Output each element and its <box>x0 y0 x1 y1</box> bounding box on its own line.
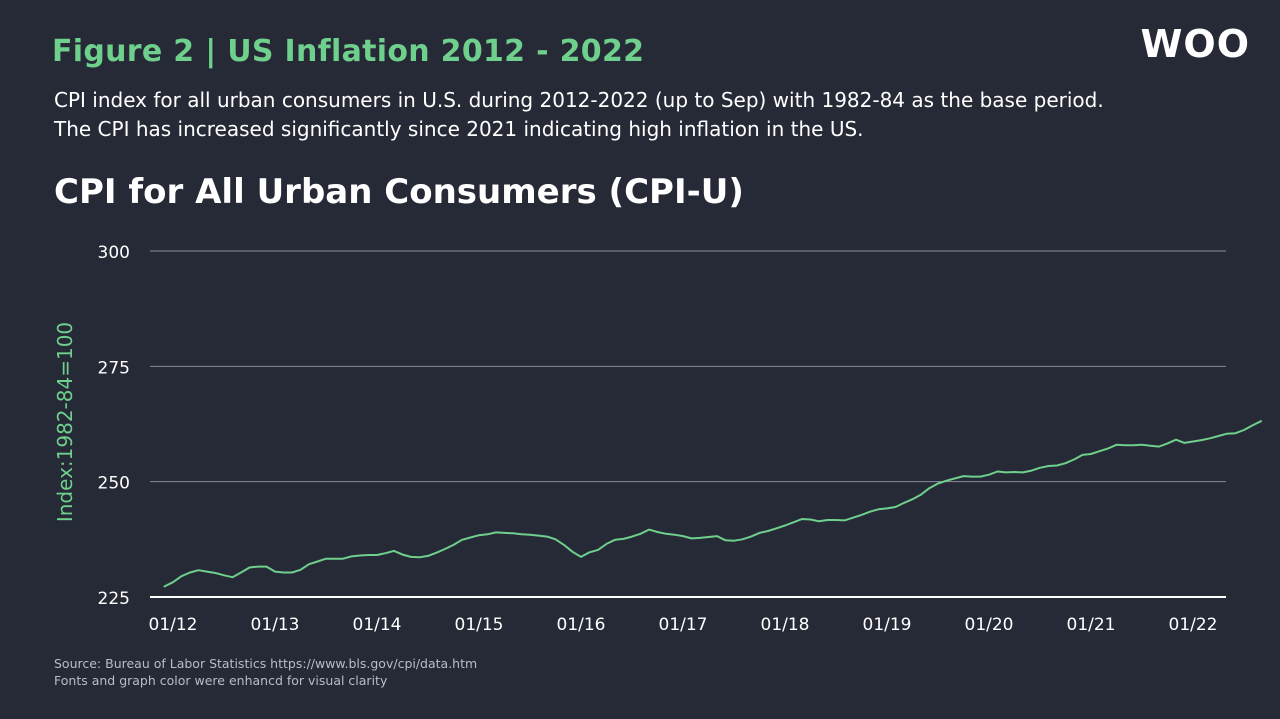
grid-lines <box>150 250 1226 598</box>
y-axis-ticks: 225 250 275 300 <box>98 243 130 609</box>
series-line-cpi-u <box>163 420 1262 588</box>
y-tick-label-250: 250 <box>98 474 130 494</box>
subtitle-line-1: CPI index for all urban consumers in U.S… <box>54 88 1104 112</box>
x-tick-label-01-18: 01/18 <box>761 615 810 635</box>
y-tick-label-300: 300 <box>98 243 130 263</box>
x-tick-label-01-12: 01/12 <box>149 615 198 635</box>
footer-source: Source: Bureau of Labor Statistics https… <box>54 656 478 671</box>
x-axis-ticks: 01/12 01/13 01/14 01/15 01/16 01/17 01/18 01/19… <box>149 615 1218 635</box>
x-tick-label-01-19: 01/19 <box>863 615 912 635</box>
y-tick-label-225: 225 <box>98 589 130 609</box>
series-layer <box>163 420 1262 588</box>
x-tick-label-01-13: 01/13 <box>251 615 300 635</box>
footer-note: Fonts and graph color were enhancd for v… <box>54 673 388 688</box>
x-tick-label-01-17: 01/17 <box>659 615 708 635</box>
y-axis-label: Index:1982-84=100 <box>53 322 77 522</box>
source-footer: Source: Bureau of Labor Statistics https… <box>54 655 477 689</box>
x-tick-label-01-22: 01/22 <box>1169 615 1218 635</box>
subtitle-line-2: The CPI has increased significantly sinc… <box>54 117 864 141</box>
y-tick-label-275: 275 <box>98 358 130 378</box>
brand-logo: WOO <box>1140 22 1250 66</box>
x-tick-label-01-21: 01/21 <box>1067 615 1116 635</box>
x-tick-label-01-20: 01/20 <box>965 615 1014 635</box>
x-tick-label-01-16: 01/16 <box>557 615 606 635</box>
x-tick-label-01-15: 01/15 <box>455 615 504 635</box>
figure-title: Figure 2 | US Inflation 2012 - 2022 <box>52 34 645 69</box>
figure-subtitle: CPI index for all urban consumers in U.S… <box>54 86 1104 144</box>
x-tick-label-01-14: 01/14 <box>353 615 402 635</box>
chart-title: CPI for All Urban Consumers (CPI-U) <box>54 172 744 212</box>
